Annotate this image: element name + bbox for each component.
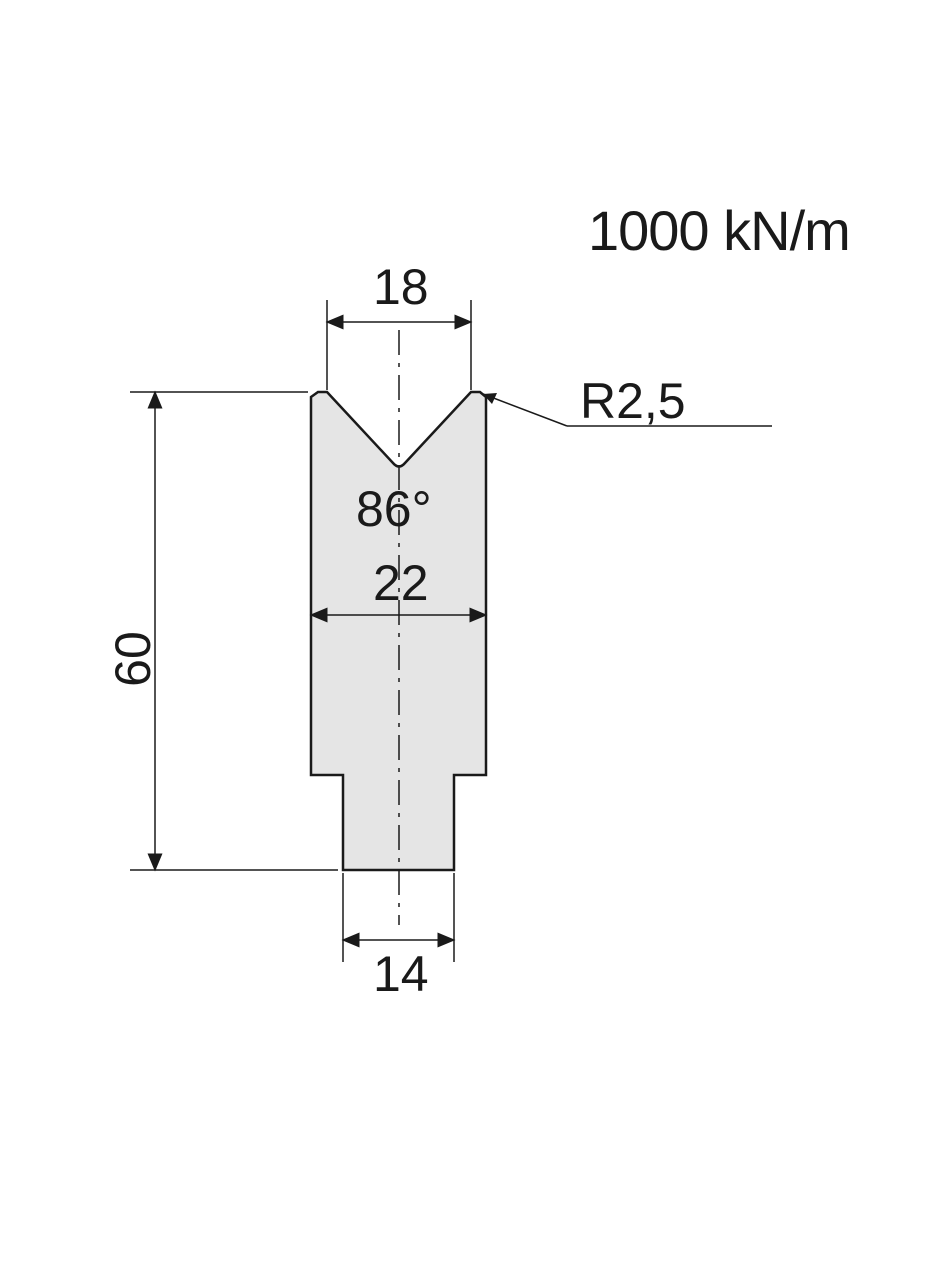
dimension-label-v-opening: 18 (373, 258, 429, 316)
dimension-label-body-width: 22 (373, 554, 429, 612)
diagram-container: 1000 kN/m 18 86° 22 60 14 R2,5 (0, 0, 950, 1263)
load-capacity-label: 1000 kN/m (588, 198, 850, 263)
radius-label: R2,5 (580, 372, 686, 430)
dimension-label-base-width: 14 (373, 945, 429, 1003)
angle-label: 86° (356, 480, 432, 538)
dimension-label-height: 60 (104, 631, 162, 687)
